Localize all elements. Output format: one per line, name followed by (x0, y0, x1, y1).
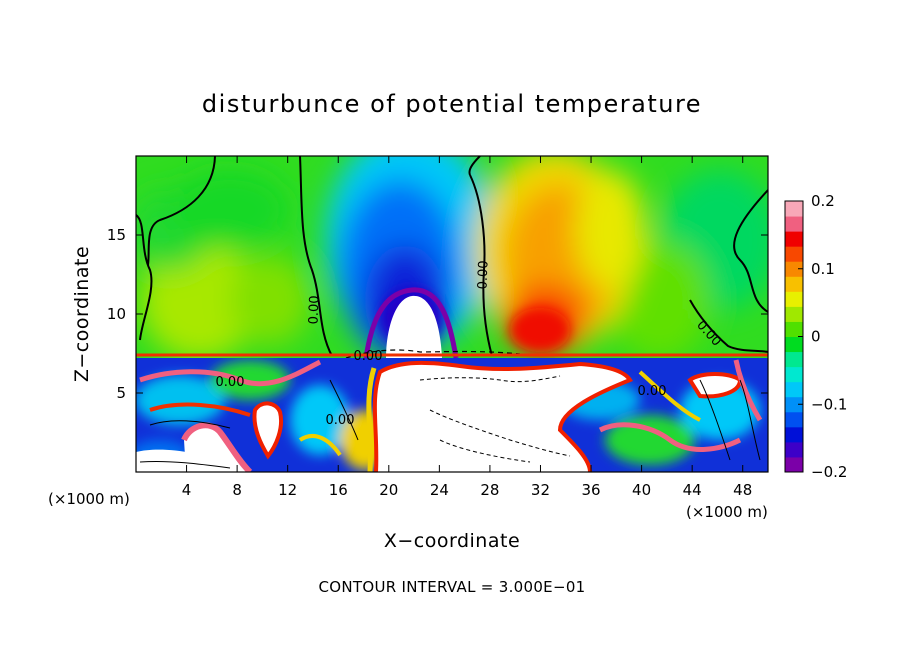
colorbar-tick-label: 0.2 (811, 192, 835, 210)
chart-title: disturbunce of potential temperature (202, 90, 702, 118)
y-tick-label: 5 (116, 384, 126, 402)
lower-layer (136, 358, 768, 472)
colorbar-tick-label: −0.2 (811, 463, 847, 481)
x-tick-label: 40 (632, 481, 651, 499)
x-tick-label: 4 (182, 481, 192, 499)
colorbar-swatch (785, 276, 803, 292)
colorbar-swatch (785, 426, 803, 443)
contour-line (136, 214, 153, 341)
colorbar-swatch (785, 366, 803, 383)
contour-label: 0.00 (216, 375, 245, 390)
colorbar-swatch (785, 291, 803, 307)
purple-rim (363, 287, 459, 358)
colorbar-swatch (785, 321, 803, 337)
x-tick-label: 44 (683, 481, 702, 499)
colorbar-tick-label: −0.1 (811, 395, 847, 413)
contour-line (345, 349, 521, 358)
colorbar-swatch (785, 351, 803, 368)
colorbar-swatch (785, 216, 803, 232)
y-axis-label: Z−coordinate (71, 246, 93, 382)
contour-line (733, 189, 768, 313)
saturated-region (386, 295, 442, 358)
x-tick-label: 20 (379, 481, 398, 499)
upper-blob (575, 170, 645, 290)
colorbar-tick-label: 0.1 (811, 260, 835, 278)
x-tick-label: 28 (480, 481, 499, 499)
x-tick-label: 24 (430, 481, 449, 499)
contour-label: 0.00 (354, 349, 383, 364)
contour-label: 0.00 (326, 413, 355, 428)
x-tick-label: 8 (232, 481, 242, 499)
colorbar-swatch (785, 306, 803, 322)
contour-line (299, 156, 333, 357)
upper-blob (230, 255, 310, 345)
contour-label: 0.00 (476, 260, 492, 289)
colorbar-swatch (785, 441, 803, 458)
colorbar-swatch (785, 336, 803, 353)
colorbar-tick-label: 0 (811, 328, 821, 346)
y-tick-label: 10 (107, 305, 126, 323)
colorbar-swatch (785, 246, 803, 262)
upper-blob (510, 308, 570, 352)
upper-blob (170, 170, 290, 250)
saturated-region (374, 362, 630, 472)
colorbar-swatch (785, 201, 803, 217)
contour-label: 0.00 (307, 295, 323, 324)
contour-line (468, 156, 481, 176)
contour-interval-note: CONTOUR INTERVAL = 3.000E−01 (318, 578, 585, 596)
colorbar-swatch (785, 411, 803, 428)
colorbar: 0.2 0.1 0 −0.1 −0.2 (784, 192, 847, 481)
x-tick-label: 48 (733, 481, 752, 499)
contour-line (147, 156, 216, 266)
contour-label: 0.00 (638, 384, 667, 399)
x-axis-label: X−coordinate (384, 530, 520, 552)
colorbar-swatch (785, 381, 803, 398)
colorbar-swatch (785, 396, 803, 413)
heatmap-field (136, 156, 768, 472)
colorbar-swatch (785, 456, 803, 473)
x-tick-label: 16 (329, 481, 348, 499)
x-tick-label: 32 (531, 481, 550, 499)
upper-layer (136, 156, 768, 358)
saturated-region (690, 374, 740, 397)
x-unit-right: (×1000 m) (686, 503, 768, 521)
colorbar-swatch (785, 261, 803, 277)
x-tick-label: 12 (278, 481, 297, 499)
colorbar-swatch (785, 231, 803, 247)
x-tick-label: 36 (581, 481, 600, 499)
saturated-region (136, 449, 220, 472)
y-tick-label: 15 (107, 226, 126, 244)
contour-line (689, 299, 768, 353)
x-unit-left: (×1000 m) (48, 490, 130, 508)
contour-line (469, 174, 493, 357)
